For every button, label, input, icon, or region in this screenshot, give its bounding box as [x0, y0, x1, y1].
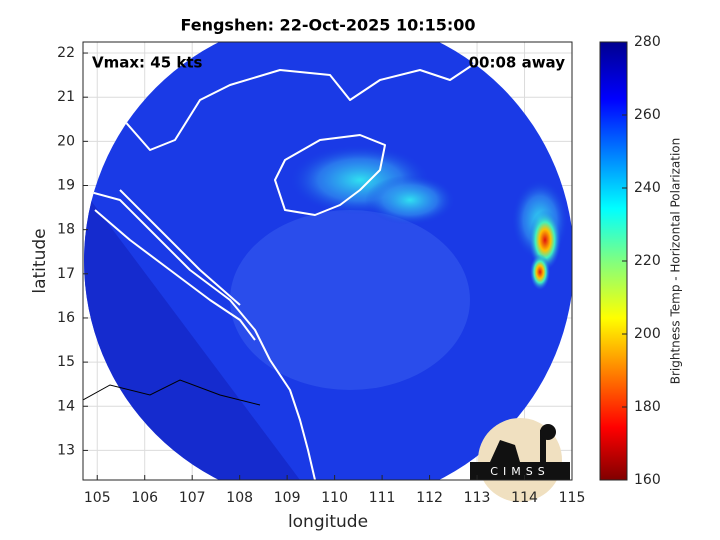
x-tick-label: 108 — [226, 490, 253, 506]
colorbar-tick-label: 160 — [634, 472, 661, 488]
y-tick-label: 20 — [57, 133, 75, 149]
plot-frame — [82, 41, 573, 481]
y-tick-label: 17 — [57, 266, 75, 282]
logo: CIMSS — [470, 418, 570, 502]
x-tick-label: 109 — [274, 490, 301, 506]
y-tick-label: 19 — [57, 177, 75, 193]
x-tick-label: 111 — [369, 490, 396, 506]
image — [83, 42, 572, 480]
colorbar-tick-label: 280 — [634, 34, 661, 50]
y-axis-label: latitude — [30, 228, 50, 293]
y-tick-label: 14 — [57, 398, 75, 414]
colorbar-tick-label: 200 — [634, 326, 661, 342]
x-tick-label: 113 — [464, 490, 491, 506]
chart-title: Fengshen: 22-Oct-2025 10:15:00 — [180, 16, 475, 35]
x-tick-label: 105 — [84, 490, 111, 506]
logo-text: CIMSS — [490, 465, 549, 478]
x-axis-label: longitude — [288, 512, 368, 532]
colorbar-tick-label: 240 — [634, 180, 661, 196]
y-tick-label: 18 — [57, 222, 75, 238]
x-tick-label: 114 — [511, 490, 538, 506]
x-tick-label: 110 — [321, 490, 348, 506]
y-tick-label: 15 — [57, 354, 75, 370]
y-tick-label: 22 — [57, 45, 75, 61]
colorbar-tick-label: 220 — [634, 253, 661, 269]
y-tick-label: 21 — [57, 89, 75, 105]
y-tick-label: 16 — [57, 310, 75, 326]
colorbar-tick-label: 180 — [634, 399, 661, 415]
y-tick-label: 13 — [57, 442, 75, 458]
x-tick-label: 115 — [559, 490, 586, 506]
colorbar-label: Brightness Temp - Horizontal Polarizatio… — [669, 138, 683, 385]
annotation: 00:08 away — [469, 54, 566, 72]
x-tick-label: 112 — [416, 490, 443, 506]
annotation: Vmax: 45 kts — [92, 54, 202, 72]
x-tick-label: 107 — [179, 490, 206, 506]
x-tick-label: 106 — [131, 490, 158, 506]
colorbar-tick-label: 260 — [634, 107, 661, 123]
